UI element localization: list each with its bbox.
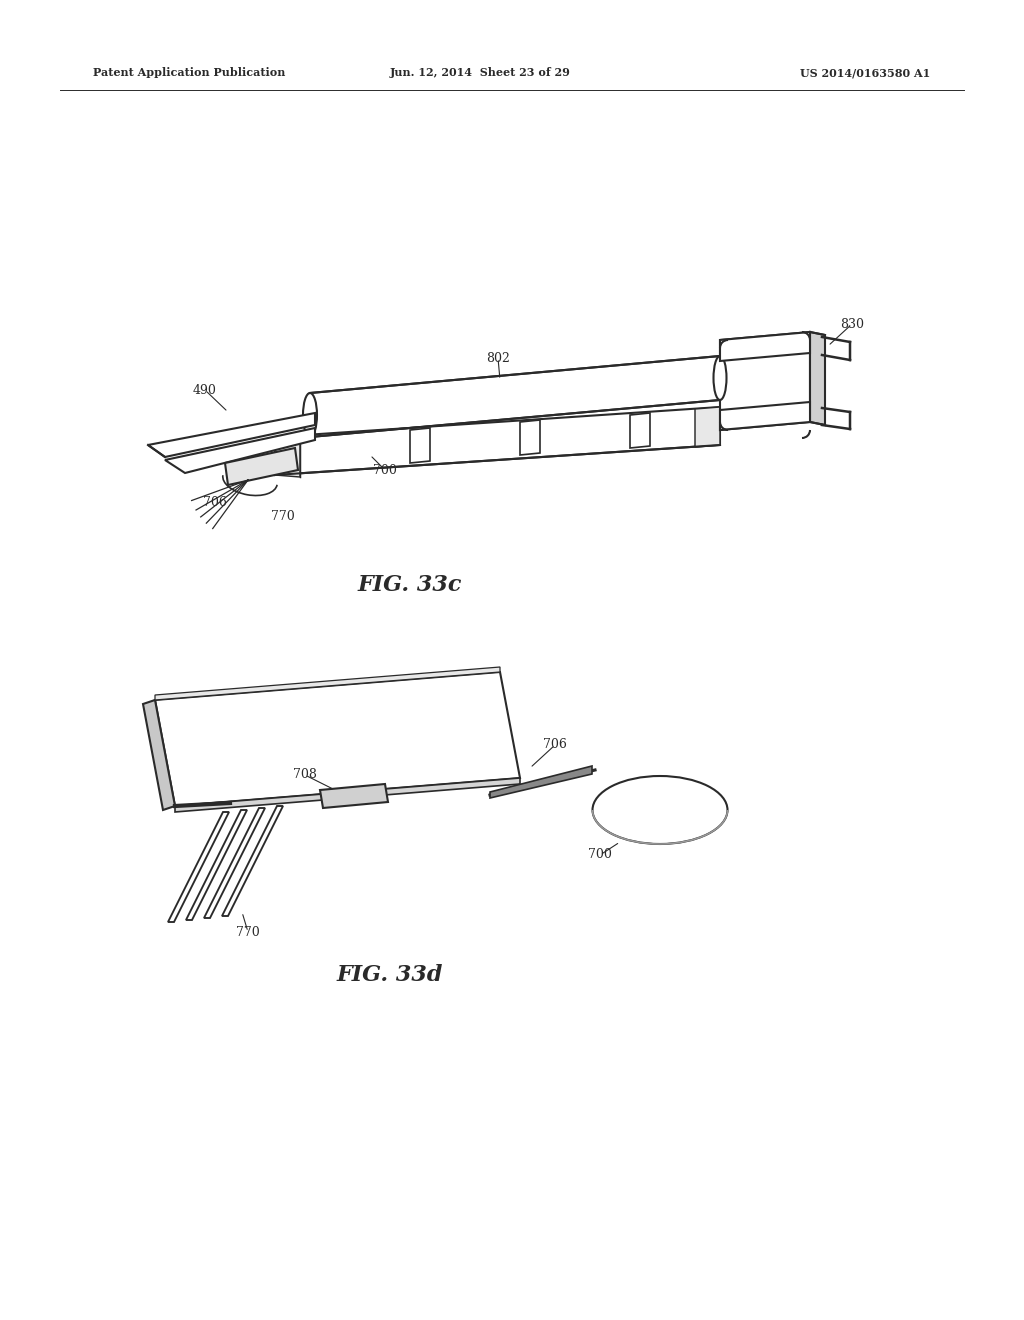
Ellipse shape [303,393,317,437]
Polygon shape [630,413,650,447]
Polygon shape [695,407,720,447]
Text: 700: 700 [588,849,612,862]
Text: US 2014/0163580 A1: US 2014/0163580 A1 [800,67,930,78]
Polygon shape [204,808,265,917]
Polygon shape [720,333,810,360]
Polygon shape [520,420,540,455]
Polygon shape [490,766,592,799]
Text: 490: 490 [194,384,217,396]
Text: 708: 708 [293,768,317,781]
Polygon shape [810,333,825,425]
Polygon shape [186,810,247,920]
Text: 700: 700 [373,463,397,477]
Polygon shape [275,437,300,477]
Polygon shape [222,807,283,916]
Text: 770: 770 [271,510,295,523]
Polygon shape [410,428,430,463]
Text: FIG. 33c: FIG. 33c [357,574,462,597]
Text: 706: 706 [543,738,567,751]
Ellipse shape [593,776,727,843]
Text: Patent Application Publication: Patent Application Publication [93,67,286,78]
Polygon shape [310,356,720,437]
Polygon shape [155,667,500,700]
Text: 802: 802 [486,351,510,364]
Polygon shape [148,413,315,457]
Ellipse shape [714,356,726,400]
Text: 770: 770 [237,925,260,939]
Polygon shape [175,777,520,812]
Polygon shape [143,700,175,810]
Polygon shape [165,428,315,473]
Text: Jun. 12, 2014  Sheet 23 of 29: Jun. 12, 2014 Sheet 23 of 29 [389,67,570,78]
Polygon shape [720,403,810,430]
Polygon shape [155,672,520,807]
Polygon shape [275,407,720,475]
Polygon shape [319,784,388,808]
Text: 706: 706 [203,495,227,508]
Polygon shape [225,447,298,484]
Text: FIG. 33d: FIG. 33d [337,964,443,986]
Polygon shape [720,333,810,430]
Text: 830: 830 [840,318,864,330]
Polygon shape [168,812,229,921]
